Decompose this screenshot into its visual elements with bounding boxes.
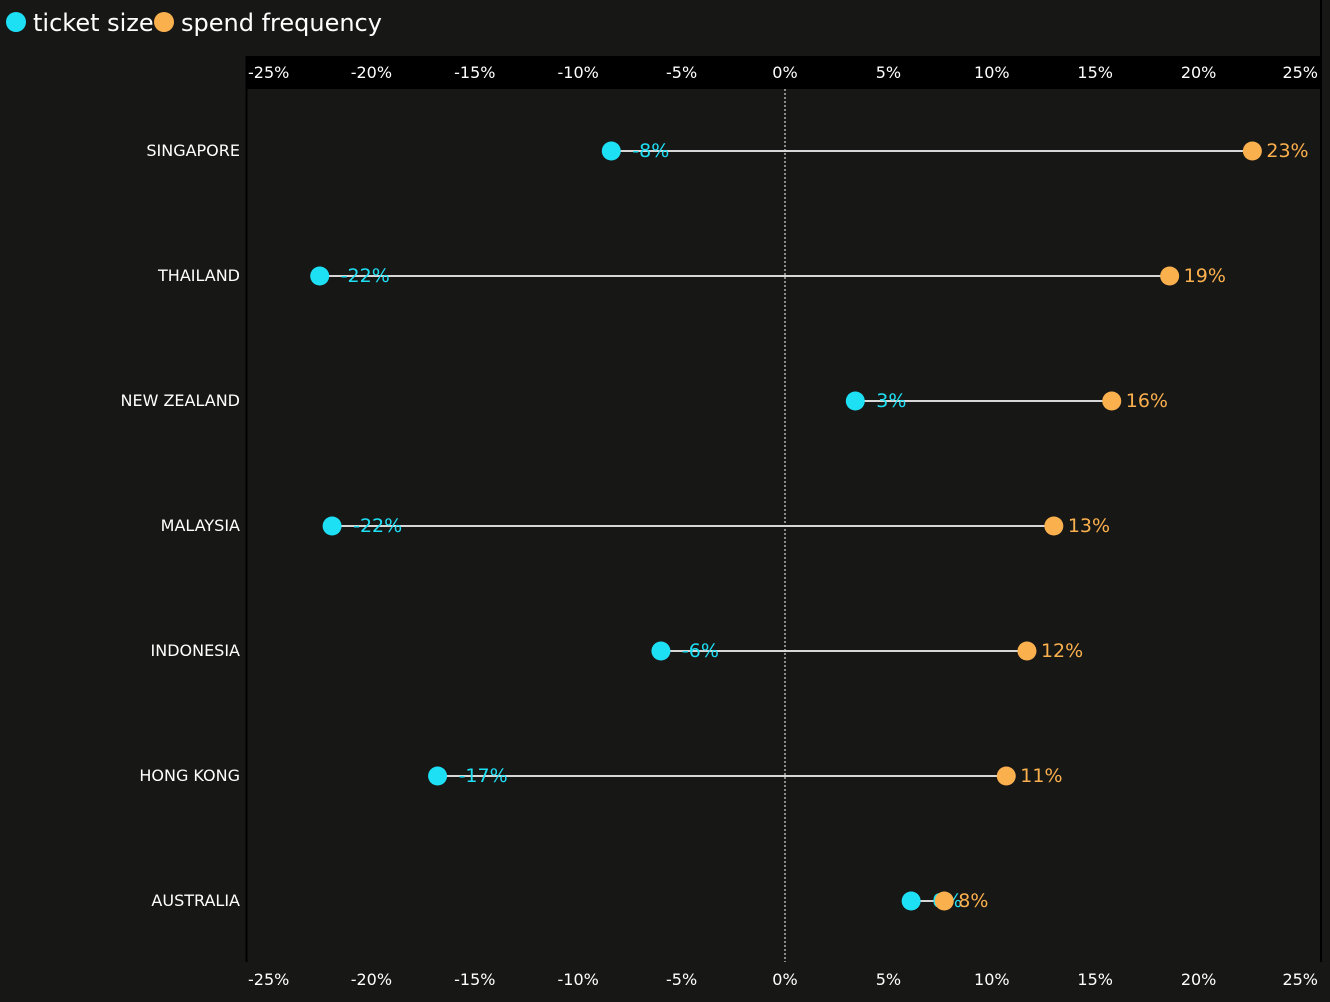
spend-frequency-value-label: 16%: [1126, 390, 1168, 412]
spend-frequency-point: [1044, 516, 1064, 536]
spend-frequency-point: [1102, 391, 1122, 411]
chart-row: MALAYSIA -22% 13%: [161, 515, 1110, 537]
spend-frequency-point: [1242, 141, 1262, 161]
top-axis-band: [246, 56, 1320, 89]
bottom-tick-label: 0%: [772, 970, 797, 989]
top-tick-label: -25%: [248, 63, 289, 82]
ticket-size-value-label: -8%: [632, 140, 669, 162]
bottom-tick-label: -5%: [666, 970, 697, 989]
bottom-tick-label: -20%: [351, 970, 392, 989]
spend-frequency-value-label: 13%: [1068, 515, 1110, 537]
top-tick-label: 20%: [1181, 63, 1217, 82]
category-label: THAILAND: [157, 266, 240, 285]
ticket-size-point: [601, 141, 621, 161]
spend-frequency-value-label: 23%: [1266, 140, 1308, 162]
bottom-tick-label: 25%: [1282, 970, 1318, 989]
ticket-size-point: [310, 266, 330, 286]
spend-frequency-value-label: 19%: [1184, 265, 1226, 287]
chart-row: HONG KONG -17% 11%: [139, 765, 1062, 787]
bottom-tick-label: 20%: [1181, 970, 1217, 989]
ticket-size-point: [322, 516, 342, 536]
bottom-tick-label: -15%: [454, 970, 495, 989]
spend-frequency-point: [1160, 266, 1180, 286]
ticket-size-value-label: 3%: [876, 390, 906, 412]
category-label: SINGAPORE: [146, 141, 240, 160]
chart-row: SINGAPORE -8% 23%: [146, 140, 1308, 162]
legend-label-spend-frequency: spend frequency: [181, 9, 382, 37]
legend-label-ticket-size: ticket size: [33, 9, 154, 37]
ticket-size-point: [651, 641, 671, 661]
legend-marker-ticket-size: [6, 12, 26, 32]
ticket-size-point: [428, 766, 448, 786]
chart-row: INDONESIA -6% 12%: [151, 640, 1084, 662]
bottom-tick-label: 5%: [876, 970, 901, 989]
top-tick-label: -20%: [351, 63, 392, 82]
top-tick-label: 25%: [1282, 63, 1318, 82]
spend-frequency-value-label: 12%: [1041, 640, 1083, 662]
category-label: AUSTRALIA: [151, 891, 240, 910]
chart-rows: SINGAPORE -8% 23% THAILAND -22% 19% NEW ZEALAN…: [120, 140, 1308, 912]
top-tick-label: 10%: [974, 63, 1010, 82]
chart-row: NEW ZEALAND 3% 16%: [120, 390, 1167, 412]
legend: ticket size spend frequency: [6, 9, 382, 37]
spend-frequency-point: [996, 766, 1016, 786]
top-tick-label: -5%: [666, 63, 697, 82]
top-tick-label: 5%: [876, 63, 901, 82]
bottom-tick-label: -25%: [248, 970, 289, 989]
spend-frequency-point: [1017, 641, 1037, 661]
category-label: NEW ZEALAND: [120, 391, 240, 410]
chart-row: THAILAND -22% 19%: [157, 265, 1226, 287]
legend-marker-spend-frequency: [154, 12, 174, 32]
top-axis-ticks: -25% -20% -15% -10% -5% 0% 5% 10% 15% 20% 25%: [248, 63, 1318, 82]
category-label: HONG KONG: [139, 766, 240, 785]
ticket-size-point: [901, 891, 921, 911]
top-tick-label: -15%: [454, 63, 495, 82]
spend-frequency-value-label: 11%: [1020, 765, 1062, 787]
category-label: INDONESIA: [151, 641, 241, 660]
spend-frequency-point: [934, 891, 954, 911]
ticket-size-value-label: -6%: [682, 640, 719, 662]
top-tick-label: 0%: [772, 63, 797, 82]
bottom-tick-label: 10%: [974, 970, 1010, 989]
bottom-axis-ticks: -25% -20% -15% -10% -5% 0% 5% 10% 15% 20% 25%: [248, 970, 1318, 989]
bottom-tick-label: -10%: [558, 970, 599, 989]
ticket-size-point: [845, 391, 865, 411]
ticket-size-value-label: -22%: [341, 265, 390, 287]
chart-row: AUSTRALIA6%8%: [151, 890, 988, 912]
category-label: MALAYSIA: [161, 516, 240, 535]
spend-frequency-value-label: 8%: [958, 890, 988, 912]
bottom-tick-label: 15%: [1077, 970, 1113, 989]
top-tick-label: -10%: [558, 63, 599, 82]
top-tick-label: 15%: [1077, 63, 1113, 82]
ticket-size-value-label: -17%: [459, 765, 508, 787]
ticket-size-value-label: -22%: [353, 515, 402, 537]
